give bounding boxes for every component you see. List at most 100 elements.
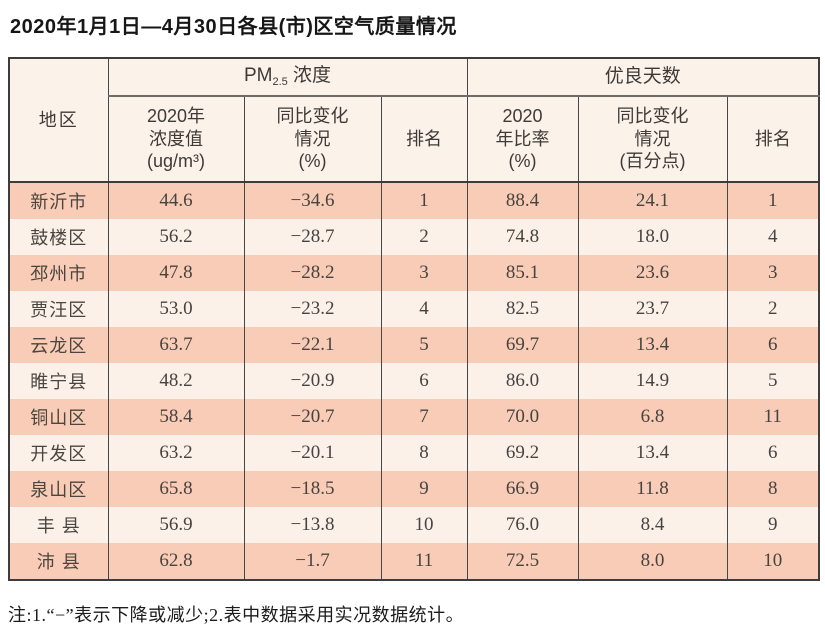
pm-change-cell: −1.7 xyxy=(243,543,382,580)
good-change-cell: 6.8 xyxy=(577,399,728,435)
pm-label-suffix: 浓度 xyxy=(287,65,332,87)
table-row: 铜山区 58.4 −20.7 7 70.0 6.8 11 xyxy=(8,399,820,435)
region-cell: 丰 县 xyxy=(8,507,109,543)
pm-rank-cell: 8 xyxy=(380,435,468,471)
pm-change-cell: −13.8 xyxy=(243,507,382,543)
pm-value-cell: 62.8 xyxy=(107,543,245,580)
good-rank-cell: 2 xyxy=(726,291,820,327)
pm-rank-cell: 5 xyxy=(380,327,468,363)
good-change-cell: 23.7 xyxy=(577,291,728,327)
pm-value-cell: 47.8 xyxy=(107,255,245,291)
region-cell: 鼓楼区 xyxy=(8,219,109,255)
good-rank-cell: 3 xyxy=(726,255,820,291)
good-rank-cell: 10 xyxy=(726,543,820,580)
table-header: 地区 PM2.5 浓度 优良天数 2020年 浓度值 (ug/m³) 同比变化 … xyxy=(8,58,820,182)
pm-rank-cell: 4 xyxy=(380,291,468,327)
region-cell: 邳州市 xyxy=(8,255,109,291)
good-ratio-cell: 76.0 xyxy=(466,507,579,543)
pm-change-cell: −20.1 xyxy=(243,435,382,471)
good-rank-cell: 4 xyxy=(726,219,820,255)
good-change-cell: 13.4 xyxy=(577,435,728,471)
region-cell: 新沂市 xyxy=(8,182,109,219)
good-rank-cell: 8 xyxy=(726,471,820,507)
pm-change-cell: −28.7 xyxy=(243,219,382,255)
good-ratio-cell: 69.7 xyxy=(466,327,579,363)
good-ratio-cell: 88.4 xyxy=(466,182,579,219)
pm-value-cell: 48.2 xyxy=(107,363,245,399)
table-row: 鼓楼区 56.2 −28.7 2 74.8 18.0 4 xyxy=(8,219,820,255)
region-cell: 开发区 xyxy=(8,435,109,471)
table-row: 贾汪区 53.0 −23.2 4 82.5 23.7 2 xyxy=(8,291,820,327)
good-change-cell: 13.4 xyxy=(577,327,728,363)
table-row: 丰 县 56.9 −13.8 10 76.0 8.4 9 xyxy=(8,507,820,543)
pm-change-cell: −34.6 xyxy=(243,182,382,219)
pm-label-prefix: PM xyxy=(243,65,273,87)
table-row: 沛 县 62.8 −1.7 11 72.5 8.0 10 xyxy=(8,543,820,580)
good-ratio-cell: 74.8 xyxy=(466,219,579,255)
region-cell: 睢宁县 xyxy=(8,363,109,399)
column-header-pm-rank: 排名 xyxy=(380,95,468,182)
pm-value-cell: 56.2 xyxy=(107,219,245,255)
column-header-pm-value: 2020年 浓度值 (ug/m³) xyxy=(107,95,245,182)
good-rank-cell: 6 xyxy=(726,435,820,471)
good-ratio-cell: 72.5 xyxy=(466,543,579,580)
column-group-good-days: 优良天数 xyxy=(466,58,820,96)
good-ratio-cell: 66.9 xyxy=(466,471,579,507)
pm-change-cell: −22.1 xyxy=(243,327,382,363)
page-title: 2020年1月1日—4月30日各县(市)区空气质量情况 xyxy=(10,16,457,38)
pm-change-cell: −23.2 xyxy=(243,291,382,327)
good-rank-cell: 5 xyxy=(726,363,820,399)
good-rank-cell: 6 xyxy=(726,327,820,363)
table-row: 云龙区 63.7 −22.1 5 69.7 13.4 6 xyxy=(8,327,820,363)
table-body: 新沂市 44.6 −34.6 1 88.4 24.1 1 鼓楼区 56.2 −2… xyxy=(8,182,820,580)
good-change-cell: 11.8 xyxy=(577,471,728,507)
pm-change-cell: −18.5 xyxy=(243,471,382,507)
column-header-good-ratio: 2020 年比率 (%) xyxy=(466,95,579,182)
pm-label-subscript: 2.5 xyxy=(272,76,288,89)
pm-rank-cell: 11 xyxy=(380,543,468,580)
pm-value-cell: 44.6 xyxy=(107,182,245,219)
pm-rank-cell: 2 xyxy=(380,219,468,255)
good-ratio-cell: 85.1 xyxy=(466,255,579,291)
good-change-cell: 14.9 xyxy=(577,363,728,399)
pm-change-cell: −20.7 xyxy=(243,399,382,435)
pm-change-cell: −20.9 xyxy=(243,363,382,399)
region-cell: 云龙区 xyxy=(8,327,109,363)
column-header-region: 地区 xyxy=(8,58,109,182)
good-change-cell: 8.4 xyxy=(577,507,728,543)
region-cell: 铜山区 xyxy=(8,399,109,435)
column-header-good-change: 同比变化 情况 (百分点) xyxy=(577,95,728,182)
pm-value-cell: 63.2 xyxy=(107,435,245,471)
table-row: 开发区 63.2 −20.1 8 69.2 13.4 6 xyxy=(8,435,820,471)
pm-rank-cell: 3 xyxy=(380,255,468,291)
footnote: 注:1.“−”表示下降或减少;2.表中数据采用实况数据统计。 xyxy=(8,605,465,625)
pm-rank-cell: 1 xyxy=(380,182,468,219)
good-change-cell: 8.0 xyxy=(577,543,728,580)
good-change-cell: 23.6 xyxy=(577,255,728,291)
pm-value-cell: 65.8 xyxy=(107,471,245,507)
column-header-good-rank: 排名 xyxy=(726,95,820,182)
good-ratio-cell: 69.2 xyxy=(466,435,579,471)
region-cell: 贾汪区 xyxy=(8,291,109,327)
good-rank-cell: 11 xyxy=(726,399,820,435)
good-rank-cell: 9 xyxy=(726,507,820,543)
pm-rank-cell: 7 xyxy=(380,399,468,435)
table-row: 泉山区 65.8 −18.5 9 66.9 11.8 8 xyxy=(8,471,820,507)
table-row: 睢宁县 48.2 −20.9 6 86.0 14.9 5 xyxy=(8,363,820,399)
region-cell: 沛 县 xyxy=(8,543,109,580)
air-quality-table: 地区 PM2.5 浓度 优良天数 2020年 浓度值 (ug/m³) 同比变化 … xyxy=(8,57,821,581)
good-change-cell: 24.1 xyxy=(577,182,728,219)
pm-value-cell: 53.0 xyxy=(107,291,245,327)
good-ratio-cell: 82.5 xyxy=(466,291,579,327)
pm-value-cell: 58.4 xyxy=(107,399,245,435)
pm-value-cell: 56.9 xyxy=(107,507,245,543)
column-group-pm25: PM2.5 浓度 xyxy=(107,58,468,96)
pm-rank-cell: 6 xyxy=(380,363,468,399)
good-rank-cell: 1 xyxy=(726,182,820,219)
table-row: 新沂市 44.6 −34.6 1 88.4 24.1 1 xyxy=(8,182,820,219)
pm-rank-cell: 9 xyxy=(380,471,468,507)
region-cell: 泉山区 xyxy=(8,471,109,507)
column-header-pm-change: 同比变化 情况 (%) xyxy=(243,95,382,182)
good-ratio-cell: 86.0 xyxy=(466,363,579,399)
pm-change-cell: −28.2 xyxy=(243,255,382,291)
